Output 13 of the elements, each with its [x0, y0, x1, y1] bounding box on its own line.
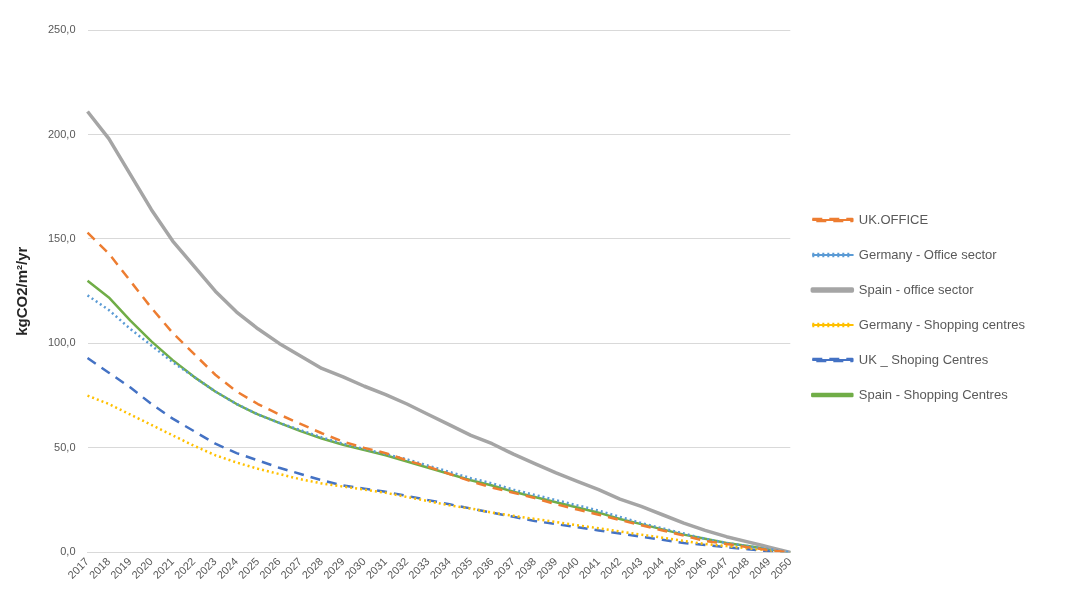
legend-label: UK _ Shoping Centres: [858, 351, 989, 367]
legend-label: Spain - Shopping Centres: [858, 386, 1009, 402]
y-tick-label: 100,0: [48, 336, 76, 349]
y-tick-label: 50,0: [54, 440, 76, 453]
y-tick-label: 250,0: [48, 23, 76, 36]
legend-label: Spain - office sector: [858, 281, 975, 297]
y-axis-title: kgCO2/m²/yr: [13, 246, 31, 336]
legend-label: Germany - Shopping centres: [858, 316, 1026, 332]
legend-label: Germany - Office sector: [858, 246, 998, 262]
legend-label: UK.OFFICE: [858, 211, 929, 227]
y-tick-label: 0,0: [60, 545, 76, 558]
y-tick-label: 150,0: [48, 231, 76, 244]
y-tick-label: 200,0: [48, 127, 76, 140]
